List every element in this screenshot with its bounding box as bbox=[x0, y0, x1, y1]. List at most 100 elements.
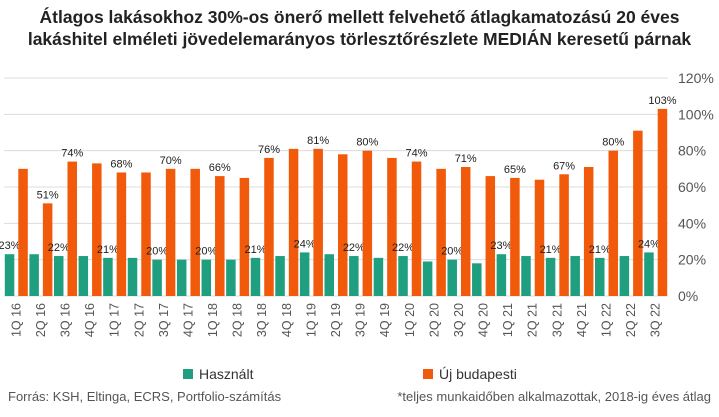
x-tick-label: 1Q 21 bbox=[501, 303, 515, 337]
chart-title-line1: Átlagos lakásokhoz 30%-os önerő mellett … bbox=[39, 7, 680, 27]
chart-title-line2: lakáshitel elméleti jövedelemarányos tör… bbox=[27, 29, 692, 49]
data-label-used: 22% bbox=[48, 242, 70, 254]
bar-new bbox=[288, 148, 299, 296]
x-tick-label: 4Q 21 bbox=[575, 303, 589, 337]
data-label-used: 20% bbox=[195, 246, 217, 258]
y-tick-label: 120% bbox=[678, 70, 714, 86]
bar-used bbox=[373, 257, 384, 296]
x-tick-label: 1Q 16 bbox=[9, 303, 23, 337]
bar-used bbox=[299, 252, 310, 296]
bar-new bbox=[92, 163, 102, 296]
bar-new bbox=[338, 154, 348, 296]
y-tick-label: 100% bbox=[678, 106, 714, 122]
bar-used bbox=[595, 257, 605, 296]
bar-new bbox=[633, 130, 643, 296]
x-tick-label: 1Q 18 bbox=[206, 303, 220, 337]
bar-new bbox=[583, 167, 594, 296]
y-tick-label: 20% bbox=[678, 252, 706, 268]
data-label-new: 81% bbox=[307, 135, 329, 147]
bar-used bbox=[496, 254, 507, 296]
bar-used bbox=[545, 257, 556, 296]
bar-new bbox=[67, 161, 77, 296]
x-tick-label: 2Q 16 bbox=[34, 303, 48, 337]
data-label-used: 22% bbox=[343, 242, 365, 254]
data-label-new: 80% bbox=[356, 137, 378, 149]
bar-new bbox=[165, 168, 176, 296]
bar-used bbox=[324, 254, 334, 296]
x-tick-label: 1Q 22 bbox=[600, 303, 614, 337]
data-label-used: 24% bbox=[294, 238, 316, 250]
bar-used bbox=[619, 256, 630, 296]
x-tick-label: 3Q 21 bbox=[550, 303, 564, 337]
legend-label-used: Használt bbox=[199, 366, 254, 382]
bar-new bbox=[460, 167, 471, 296]
x-tick-label: 3Q 19 bbox=[354, 303, 368, 337]
bar-used bbox=[472, 263, 482, 296]
bar-used bbox=[398, 256, 408, 296]
y-tick-label: 80% bbox=[678, 143, 706, 159]
bar-new bbox=[141, 172, 151, 296]
bar-new bbox=[239, 177, 250, 296]
data-label-used: 24% bbox=[638, 238, 660, 250]
bar-new bbox=[411, 161, 422, 296]
data-label-new: 74% bbox=[61, 148, 83, 160]
x-tick-label: 3Q 22 bbox=[649, 303, 663, 337]
data-label-used: 20% bbox=[441, 246, 463, 258]
bar-new bbox=[510, 177, 520, 296]
data-label-used: 21% bbox=[589, 244, 611, 256]
bar-new bbox=[534, 179, 545, 296]
bar-used bbox=[53, 256, 64, 296]
bar-used bbox=[103, 257, 113, 296]
x-tick-label: 3Q 20 bbox=[452, 303, 466, 337]
data-label-new: 103% bbox=[648, 95, 676, 107]
bar-new bbox=[657, 108, 668, 296]
x-tick-label: 2Q 18 bbox=[231, 303, 245, 337]
data-label-used: 21% bbox=[97, 244, 119, 256]
x-tick-label: 4Q 20 bbox=[477, 303, 491, 337]
data-label-new: 74% bbox=[406, 148, 428, 160]
bar-used bbox=[644, 252, 654, 296]
data-label-new: 70% bbox=[160, 155, 182, 167]
x-tick-label: 3Q 16 bbox=[58, 303, 72, 337]
x-tick-label: 4Q 19 bbox=[378, 303, 392, 337]
legend-swatch-new bbox=[423, 369, 433, 379]
x-tick-label: 4Q 18 bbox=[280, 303, 294, 337]
bar-used bbox=[226, 259, 236, 296]
bar-used bbox=[176, 259, 187, 296]
y-tick-label: 0% bbox=[678, 288, 698, 304]
data-label-new: 65% bbox=[504, 164, 526, 176]
bar-used bbox=[521, 256, 531, 296]
data-label-new: 80% bbox=[602, 137, 624, 149]
x-tick-label: 2Q 20 bbox=[427, 303, 441, 337]
bar-used bbox=[127, 257, 138, 296]
bar-used bbox=[152, 259, 162, 296]
bar-used bbox=[29, 254, 39, 296]
footnote: *teljes munkaidőben alkalmazottak, 2018-… bbox=[397, 389, 711, 404]
data-label-new: 51% bbox=[37, 189, 59, 201]
bar-used bbox=[275, 256, 285, 296]
bar-new bbox=[116, 172, 127, 296]
data-label-used: 21% bbox=[540, 244, 562, 256]
x-tick-label: 1Q 17 bbox=[108, 303, 122, 337]
data-label-used: 20% bbox=[146, 246, 168, 258]
bar-used bbox=[422, 261, 433, 296]
bar-used bbox=[447, 259, 457, 296]
data-label-new: 71% bbox=[455, 153, 477, 165]
x-tick-label: 3Q 18 bbox=[255, 303, 269, 337]
bar-new bbox=[362, 150, 373, 296]
legend-item-used: Használt bbox=[183, 366, 253, 382]
bar-new bbox=[18, 168, 28, 296]
bar-used bbox=[250, 257, 261, 296]
bar-used bbox=[570, 256, 580, 296]
bar-new bbox=[608, 150, 619, 296]
y-tick-label: 60% bbox=[678, 179, 706, 195]
bar-new bbox=[190, 168, 200, 296]
x-tick-label: 2Q 22 bbox=[624, 303, 638, 337]
bar-used bbox=[78, 256, 89, 296]
data-label-used: 23% bbox=[490, 240, 512, 252]
bar-new bbox=[313, 148, 323, 296]
bar-new bbox=[559, 174, 569, 296]
x-tick-label: 2Q 19 bbox=[329, 303, 343, 337]
bar-used bbox=[201, 259, 212, 296]
